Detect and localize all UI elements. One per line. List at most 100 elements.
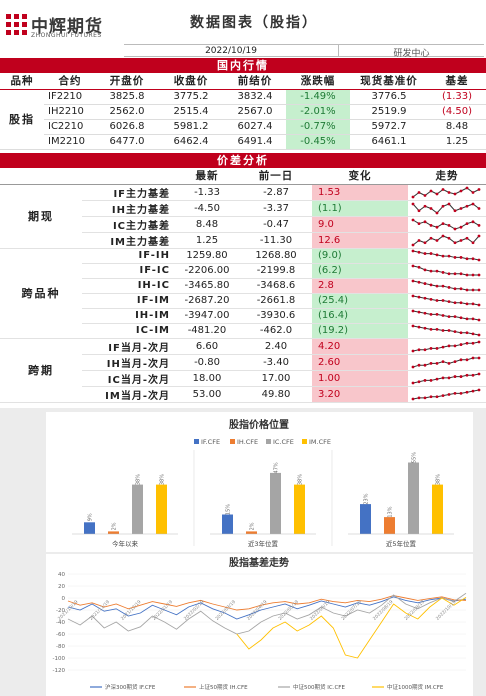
x-tick-label: 2022/10/19 [435, 599, 458, 622]
group-label: 跨期 [0, 338, 82, 403]
sparkline-point [453, 287, 457, 291]
spread-label: IF-IC [82, 263, 174, 279]
col-header: 品种 [0, 73, 44, 90]
legend-label: 中证500期货 IC.CFE [293, 683, 345, 691]
spot-price: 2519.9 [350, 104, 428, 120]
change-pct: -0.77% [286, 119, 350, 135]
bar [384, 517, 395, 534]
sparkline-point [459, 342, 463, 346]
change-pct: -1.49% [286, 89, 350, 105]
latest-value: -481.20 [174, 323, 240, 339]
sparkline-point [471, 273, 475, 277]
category-label: 今年以来 [112, 539, 139, 548]
col-header: 合约 [44, 73, 96, 90]
sparkline-point [441, 359, 445, 363]
sparkline-point [453, 208, 457, 212]
spread-label: IF主力基差 [82, 184, 174, 201]
sparkline-point [459, 256, 463, 259]
sparkline-point [411, 294, 415, 298]
sparkline-point [471, 240, 475, 244]
spread-label: IC主力基差 [82, 216, 174, 233]
bar-data-label: 15% [226, 504, 232, 515]
change-value: (6.2) [312, 263, 408, 279]
sparkline-point [441, 329, 445, 332]
latest-value: -3465.80 [174, 278, 240, 294]
table-row: IM主力基差 1.25 -11.30 12.6 [0, 232, 486, 249]
sparkline-point [447, 375, 451, 379]
prev-value: -2.87 [240, 184, 312, 201]
sparkline-point [465, 317, 469, 321]
trend-sparkline [408, 232, 486, 249]
domestic-band: 国内行情 [0, 58, 486, 73]
sparkline-point [435, 312, 439, 316]
sparkline-point [423, 326, 427, 330]
sparkline-point [465, 288, 469, 292]
legend-label: IH.CFE [237, 438, 258, 446]
change-value: (25.4) [312, 293, 408, 309]
sparkline-point [459, 301, 463, 305]
group-label: 期现 [0, 184, 82, 249]
sparkline-path [412, 265, 479, 276]
sparkline-point [447, 254, 451, 258]
sparkline-point [423, 268, 427, 272]
x-tick-label: 2022/08/19 [372, 599, 395, 622]
table-row: IH2210 2562.0 2515.4 2567.0 -2.01% 2519.… [0, 104, 486, 120]
sparkline-point [417, 310, 421, 314]
bar-data-label: 23% [364, 493, 370, 504]
latest-value: -2206.00 [174, 263, 240, 279]
sparkline-svg [411, 234, 481, 246]
sparkline-point [435, 377, 439, 381]
sparkline-point [471, 257, 475, 261]
legend-label: 中证1000期货 IM.CFE [387, 683, 444, 691]
bar-data-label: 9% [88, 513, 94, 521]
sparkline-point [477, 206, 481, 210]
sparkline-point [411, 309, 415, 313]
table-row: IH-IC -3465.80 -3468.6 2.8 [0, 278, 486, 294]
sparkline-point [471, 389, 475, 393]
sparkline-point [477, 234, 481, 237]
sparkline-point [465, 373, 469, 377]
sparkline-point [453, 227, 457, 230]
sparkline-point [429, 361, 433, 365]
spread-label: IH-IM [82, 308, 174, 324]
sparkline-point [417, 265, 421, 269]
legend-swatch [302, 439, 307, 444]
spread-label: IF-IH [82, 248, 174, 264]
sparkline-point [453, 256, 457, 259]
sparkline-point [459, 238, 463, 242]
sparkline-point [447, 343, 451, 347]
prev-value: -2661.8 [240, 293, 312, 309]
close-price: 5981.2 [158, 119, 224, 135]
sparkline-point [411, 397, 415, 400]
sparkline-point [447, 223, 451, 227]
contract-code: IC2210 [44, 119, 96, 135]
bar-data-label: 2% [112, 522, 118, 530]
sparkline-point [417, 379, 421, 383]
bar-chart-svg: 股指价格位置 IF.CFE IH.CFE IC.CFE IM.CFE 9% 2% 38% 38%… [72, 418, 454, 548]
sparkline-point [423, 347, 427, 351]
prev-value: -0.47 [240, 216, 312, 233]
sparkline-svg [411, 356, 481, 368]
domestic-table: 品种 合约 开盘价 收盘价 前结价 涨跌幅 现货基准价 基差 股指 IF2210… [0, 73, 486, 150]
trend-sparkline [408, 184, 486, 201]
sparkline-point [459, 374, 463, 378]
change-value: 2.8 [312, 278, 408, 294]
prev-value: -2199.8 [240, 263, 312, 279]
table-row: IM2210 6477.0 6462.4 6491.4 -0.45% 6461.… [0, 134, 486, 150]
sparkline-svg [411, 388, 481, 400]
report-date: 2022/10/19 [205, 46, 257, 56]
open-price: 6026.8 [96, 119, 158, 135]
spread-label: IF当月-次月 [82, 338, 174, 355]
bar-data-label: 55% [412, 452, 418, 463]
latest-value: 53.00 [174, 386, 240, 403]
spread-table: 最新 前一日 变化 走势 期现 IF主力基差 -1.33 -2.87 1.53 IH主力基… [0, 168, 486, 403]
sparkline-point [477, 388, 481, 391]
sparkline-point [435, 394, 439, 398]
sparkline-point [423, 193, 427, 197]
sparkline-point [435, 299, 439, 302]
charts-area: 股指价格位置 IF.CFE IH.CFE IC.CFE IM.CFE 9% 2% 38% 38%… [0, 408, 486, 696]
sparkline-point [477, 273, 481, 277]
table-row: IF-IC -2206.00 -2199.8 (6.2) [0, 263, 486, 279]
prev-value: 17.00 [240, 370, 312, 387]
group-label: 跨品种 [0, 248, 82, 339]
